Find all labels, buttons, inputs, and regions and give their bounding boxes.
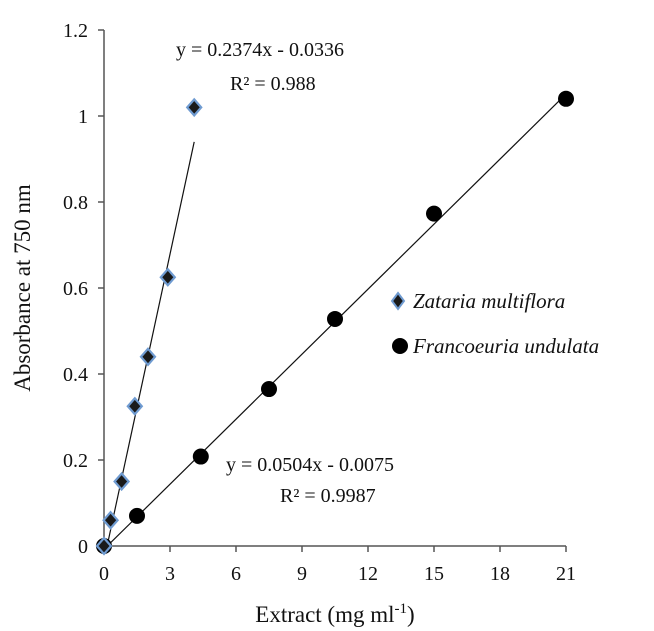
x-tick-label: 9 [297, 563, 307, 585]
y-tick-label: 0.6 [63, 278, 88, 300]
y-tick-label: 1.2 [63, 20, 88, 42]
francoeuria-data-point [192, 448, 209, 465]
francoeuria-equation-label: y = 0.0504x - 0.0075 [226, 454, 394, 476]
zataria-data-point [126, 396, 144, 416]
legend-item-francoeuria: Francoeuria undulata [392, 334, 599, 358]
y-tick-label: 1 [78, 106, 88, 128]
x-ticks: 0 3 6 9 12 15 18 21 [99, 546, 576, 585]
x-tick-label: 6 [231, 563, 241, 585]
y-axis-title: Absorbance at 750 nm [10, 184, 35, 392]
x-axis-title: Extract (mg ml-1) [255, 601, 414, 627]
legend: Zataria multiflora Francoeuria undulata [390, 289, 599, 358]
zataria-data-point [139, 347, 157, 367]
y-tick-label: 0.8 [63, 192, 88, 214]
zataria-r2-label: R² = 0.988 [230, 73, 316, 95]
zataria-data-point [185, 97, 203, 118]
francoeuria-data-point [261, 381, 277, 398]
zataria-data-point [102, 510, 120, 530]
x-tick-label: 18 [490, 563, 510, 585]
zataria-data-point [95, 536, 113, 556]
x-tick-label: 15 [424, 563, 444, 585]
y-tick-label: 0 [78, 536, 88, 558]
francoeuria-data-point [426, 205, 442, 222]
plot-area: 0 0.2 0.4 0.6 0.8 1 1.2 0 3 6 9 12 15 18 21 [63, 20, 576, 585]
zataria-data-point [113, 471, 131, 492]
y-tick-label: 0.2 [63, 450, 88, 472]
x-tick-label: 3 [165, 563, 175, 585]
francoeuria-data-point [558, 90, 574, 107]
legend-diamond-marker-icon [390, 291, 406, 311]
x-tick-label: 21 [556, 563, 576, 585]
francoeuria-data-point [129, 507, 145, 524]
zataria-equation-label: y = 0.2374x - 0.0336 [176, 39, 344, 61]
y-tick-label: 0.4 [63, 364, 88, 386]
francoeuria-r2-label: R² = 0.9987 [280, 485, 376, 507]
legend-circle-marker-icon [392, 338, 408, 354]
data-points [95, 90, 574, 556]
legend-label-zataria: Zataria multiflora [413, 289, 565, 313]
legend-item-zataria: Zataria multiflora [390, 289, 565, 313]
x-tick-label: 0 [99, 563, 109, 585]
legend-label-francoeuria: Francoeuria undulata [412, 334, 599, 358]
zataria-data-point [159, 267, 177, 287]
francoeuria-data-point [327, 310, 343, 327]
y-ticks: 0 0.2 0.4 0.6 0.8 1 1.2 [63, 20, 104, 558]
x-tick-label: 12 [358, 563, 378, 585]
